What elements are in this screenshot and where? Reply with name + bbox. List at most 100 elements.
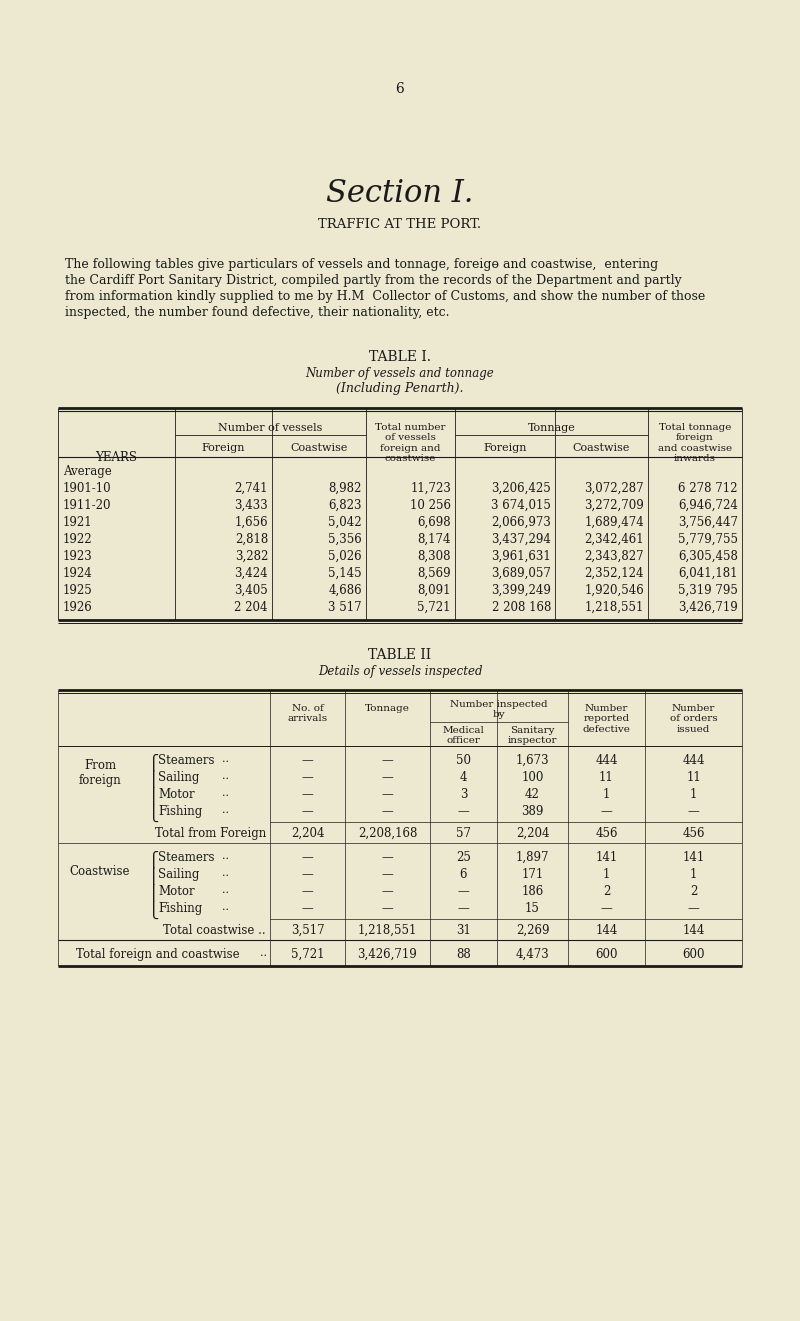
Text: ..: .. (222, 804, 229, 815)
Text: 1911-20: 1911-20 (63, 499, 111, 513)
Text: Details of vessels inspected: Details of vessels inspected (318, 664, 482, 678)
Text: 1924: 1924 (63, 567, 93, 580)
Text: Fishing: Fishing (158, 804, 202, 818)
Text: 3,424: 3,424 (234, 567, 268, 580)
Text: —: — (302, 804, 314, 818)
Text: foreign: foreign (78, 774, 122, 787)
Text: 3,426,719: 3,426,719 (358, 948, 418, 960)
Text: Total foreign and coastwise: Total foreign and coastwise (76, 948, 240, 960)
Text: Steamers: Steamers (158, 851, 214, 864)
Text: 11,723: 11,723 (410, 482, 451, 495)
Text: 11: 11 (686, 771, 701, 783)
Text: 1,897: 1,897 (516, 851, 550, 864)
Text: 141: 141 (682, 851, 705, 864)
Text: ..: .. (222, 754, 229, 764)
Text: Sanitary
inspector: Sanitary inspector (508, 727, 558, 745)
Text: —: — (382, 851, 394, 864)
Text: —: — (382, 804, 394, 818)
Text: 144: 144 (682, 923, 705, 937)
Text: 2,818: 2,818 (234, 532, 268, 546)
Text: 88: 88 (456, 948, 471, 960)
Text: 1,673: 1,673 (516, 754, 550, 768)
Text: 1923: 1923 (63, 550, 93, 563)
Text: 8,174: 8,174 (418, 532, 451, 546)
Text: 6: 6 (396, 82, 404, 96)
Text: 3,272,709: 3,272,709 (584, 499, 644, 513)
Text: Total from Foreign: Total from Foreign (154, 827, 266, 840)
Text: —: — (601, 902, 612, 915)
Text: Section I.: Section I. (326, 178, 474, 209)
Text: ⎧: ⎧ (148, 849, 159, 868)
Text: 5,319 795: 5,319 795 (678, 584, 738, 597)
Text: 1922: 1922 (63, 532, 93, 546)
Text: 1: 1 (690, 868, 697, 881)
Text: 171: 171 (522, 868, 544, 881)
Text: 1925: 1925 (63, 584, 93, 597)
Text: 2,352,124: 2,352,124 (585, 567, 644, 580)
Text: 6: 6 (460, 868, 467, 881)
Text: 1,689,474: 1,689,474 (584, 517, 644, 528)
Text: 1: 1 (690, 789, 697, 801)
Text: 2 208 168: 2 208 168 (492, 601, 551, 614)
Text: 2,269: 2,269 (516, 923, 550, 937)
Text: Number
of orders
issued: Number of orders issued (670, 704, 718, 733)
Text: 5,779,755: 5,779,755 (678, 532, 738, 546)
Text: 456: 456 (682, 827, 705, 840)
Text: 3 517: 3 517 (328, 601, 362, 614)
Text: 444: 444 (595, 754, 618, 768)
Text: 2,204: 2,204 (516, 827, 550, 840)
Text: 3: 3 (460, 789, 467, 801)
Text: Foreign: Foreign (202, 443, 246, 453)
Text: —: — (302, 851, 314, 864)
Text: 25: 25 (456, 851, 471, 864)
Text: TRAFFIC AT THE PORT.: TRAFFIC AT THE PORT. (318, 218, 482, 231)
Text: Sailing: Sailing (158, 868, 199, 881)
Text: 1926: 1926 (63, 601, 93, 614)
Text: Foreign: Foreign (483, 443, 526, 453)
Text: 8,091: 8,091 (418, 584, 451, 597)
Text: Medical
officer: Medical officer (442, 727, 485, 745)
Text: 3,405: 3,405 (234, 584, 268, 597)
Text: 3,399,249: 3,399,249 (491, 584, 551, 597)
Text: Tonnage: Tonnage (528, 423, 575, 433)
Text: the Cardiff Port Sanitary District, compiled partly from the records of the Depa: the Cardiff Port Sanitary District, comp… (65, 273, 682, 287)
Text: Fishing: Fishing (158, 902, 202, 915)
Text: —: — (382, 868, 394, 881)
Text: ⎩: ⎩ (148, 804, 159, 822)
Text: 15: 15 (525, 902, 540, 915)
Text: Tonnage: Tonnage (365, 704, 410, 713)
Text: —: — (458, 902, 470, 915)
Text: 3,756,447: 3,756,447 (678, 517, 738, 528)
Text: 3,689,057: 3,689,057 (491, 567, 551, 580)
Text: 600: 600 (682, 948, 705, 960)
Text: ..: .. (222, 771, 229, 781)
Text: inspected, the number found defective, their nationality, etc.: inspected, the number found defective, t… (65, 306, 450, 318)
Text: 6 278 712: 6 278 712 (678, 482, 738, 495)
Text: 1,656: 1,656 (234, 517, 268, 528)
Text: 6,698: 6,698 (418, 517, 451, 528)
Text: 2,342,461: 2,342,461 (584, 532, 644, 546)
Text: 3,517: 3,517 (290, 923, 324, 937)
Text: ⎧: ⎧ (148, 753, 159, 770)
Text: 186: 186 (522, 885, 544, 898)
Text: Steamers: Steamers (158, 754, 214, 768)
Text: 3 674,015: 3 674,015 (491, 499, 551, 513)
Text: 3,072,287: 3,072,287 (584, 482, 644, 495)
Text: 4: 4 (460, 771, 467, 783)
Text: Total number
of vessels
foreign and
coastwise: Total number of vessels foreign and coas… (375, 423, 446, 464)
Text: —: — (302, 771, 314, 783)
Text: 42: 42 (525, 789, 540, 801)
Text: —: — (302, 885, 314, 898)
Text: 6,946,724: 6,946,724 (678, 499, 738, 513)
Text: 3,961,631: 3,961,631 (491, 550, 551, 563)
Text: —: — (458, 804, 470, 818)
Text: 6,305,458: 6,305,458 (678, 550, 738, 563)
Text: 100: 100 (522, 771, 544, 783)
Text: Number of vessels and tonnage: Number of vessels and tonnage (306, 367, 494, 380)
Text: ..: .. (222, 789, 229, 798)
Text: —: — (382, 885, 394, 898)
Text: Motor: Motor (158, 789, 194, 801)
Text: 3,206,425: 3,206,425 (491, 482, 551, 495)
Text: —: — (302, 789, 314, 801)
Text: 1,218,551: 1,218,551 (585, 601, 644, 614)
